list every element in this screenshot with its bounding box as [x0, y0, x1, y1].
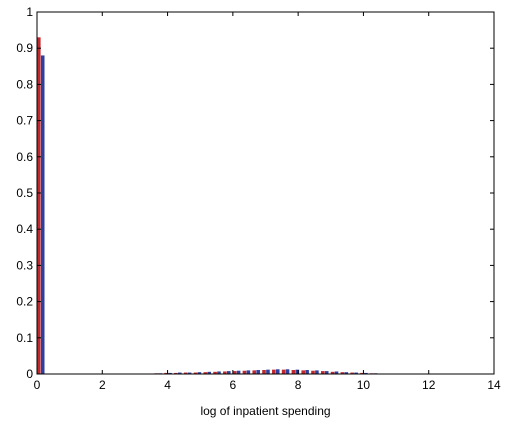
bar-series-1-22 [350, 372, 354, 374]
bar-series-1-20 [330, 371, 335, 374]
bar-series-2-6 [197, 372, 202, 374]
y-tick-label: 0.1 [16, 331, 33, 345]
bar-series-1-12 [252, 370, 257, 374]
y-tick-label: 0.2 [16, 295, 33, 309]
bar-series-1-15 [281, 369, 286, 374]
bar-series-2-22 [354, 372, 358, 374]
bar-series-2-9 [226, 371, 231, 374]
bar-series-1-16 [291, 370, 296, 374]
bar-series-2-18 [315, 370, 319, 374]
bar-series-2-21 [344, 372, 349, 374]
bar-series-1-10 [232, 371, 237, 374]
bar-series-1-9 [223, 371, 227, 374]
bar-series-2-13 [266, 369, 270, 374]
bar-series-2-20 [334, 371, 339, 374]
bar-series-2-4 [178, 372, 182, 374]
bar-series-1-13 [262, 370, 266, 374]
x-tick-label: 10 [357, 378, 371, 392]
y-tick-label: 0.6 [16, 150, 33, 164]
bar-series-1-18 [311, 370, 315, 374]
x-tick-label: 0 [34, 378, 41, 392]
y-tick-label: 1 [26, 5, 33, 19]
bar-series-2-5 [187, 372, 192, 374]
bar-series-1-23 [360, 372, 364, 374]
x-axis-title: log of inpatient spending [200, 404, 330, 418]
bar-series-2-0 [40, 55, 45, 374]
x-tick-label: 8 [295, 378, 302, 392]
bar-series-2-19 [324, 371, 329, 374]
bar-series-1-19 [320, 371, 325, 374]
y-tick-label: 0.4 [16, 222, 33, 236]
bar-series-1-7 [203, 372, 208, 374]
bar-series-1-21 [340, 372, 345, 374]
bar-series-1-5 [183, 372, 188, 374]
y-tick-label: 0.5 [16, 186, 33, 200]
bar-series-2-15 [285, 369, 290, 374]
y-tick-label: 0 [26, 367, 33, 381]
bar-series-1-4 [174, 372, 178, 374]
bar-series-1-3 [164, 372, 168, 374]
x-tick-label: 2 [99, 378, 106, 392]
bar-series-2-7 [207, 371, 211, 374]
bar-series-2-23 [364, 372, 368, 374]
bars-group [37, 37, 398, 375]
x-tick-label: 12 [422, 378, 436, 392]
bar-series-2-11 [246, 370, 251, 374]
bar-series-1-8 [213, 371, 217, 374]
x-tick-label: 4 [164, 378, 171, 392]
bar-series-1-11 [242, 370, 247, 374]
y-tick-label: 0.3 [16, 258, 33, 272]
bar-series-2-17 [305, 370, 309, 374]
bar-series-2-3 [168, 372, 172, 374]
x-tick-label: 6 [230, 378, 237, 392]
y-tick-label: 0.7 [16, 114, 33, 128]
bar-series-2-8 [217, 371, 221, 374]
x-axis-ticks: 0 2 4 6 8 10 12 14 [34, 12, 501, 392]
y-tick-label: 0.9 [16, 41, 33, 55]
plot-frame [36, 11, 495, 375]
bar-series-2-16 [295, 369, 300, 374]
bar-series-1-17 [301, 370, 305, 374]
bar-series-2-10 [236, 370, 241, 374]
bar-series-2-12 [256, 370, 260, 374]
y-axis-ticks: 0 0.1 0.2 0.3 0.4 0.5 0.6 0.7 0.8 0.9 1 [16, 5, 494, 381]
bar-series-1-14 [272, 369, 276, 374]
bar-series-1-6 [193, 372, 198, 374]
bar-series-1-0 [37, 37, 41, 375]
x-tick-label: 14 [487, 378, 501, 392]
y-tick-label: 0.8 [16, 77, 33, 91]
bar-series-2-14 [275, 369, 280, 374]
